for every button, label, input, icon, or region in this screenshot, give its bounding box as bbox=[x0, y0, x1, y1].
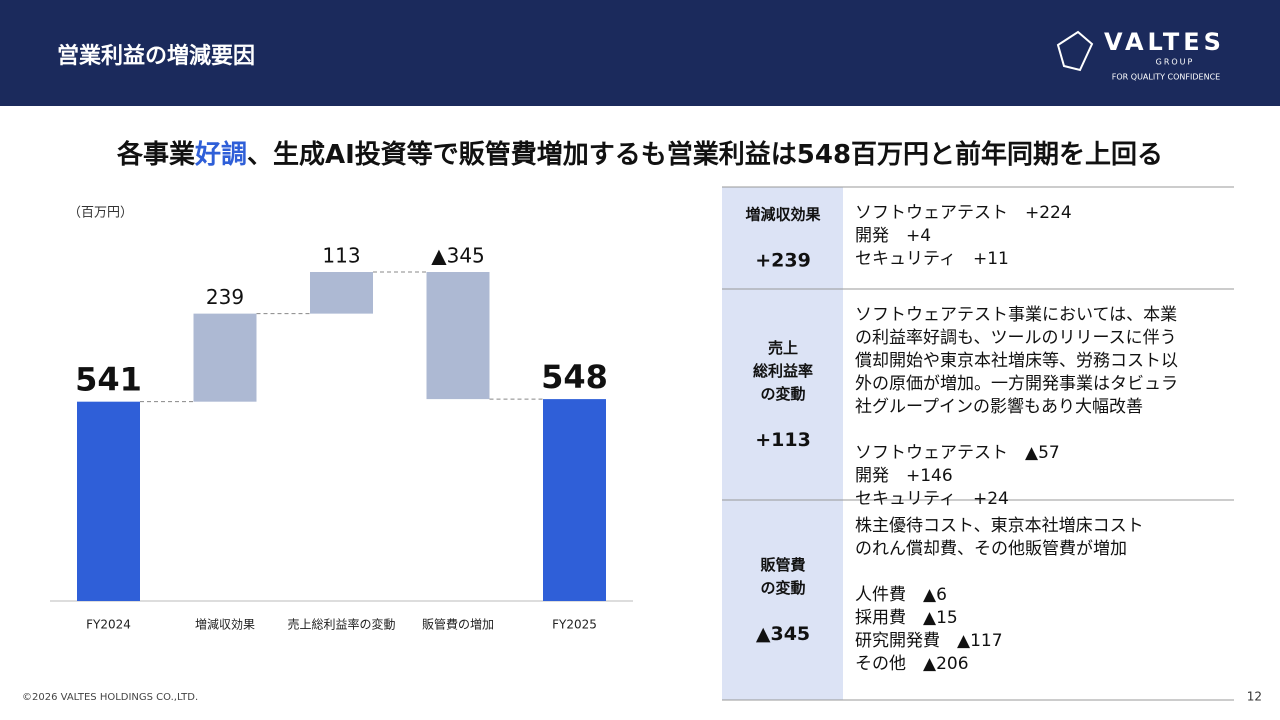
row-label: の変動 bbox=[760, 579, 805, 597]
header-band bbox=[0, 0, 1280, 106]
row-label: 販管費 bbox=[760, 556, 805, 574]
row-detail: 研究開発費 ▲117 bbox=[855, 631, 1003, 651]
data-label: 548 bbox=[541, 358, 608, 396]
row-description: の利益率好調も、ツールのリリースに伴う bbox=[855, 328, 1177, 348]
logo: VALTES GROUP FOR QUALITY CONFIDENCE bbox=[1056, 28, 1225, 82]
copyright: ©2026 VALTES HOLDINGS CO.,LTD. bbox=[22, 692, 198, 703]
row-description: のれん償却費、その他販管費が増加 bbox=[855, 539, 1127, 559]
bar bbox=[426, 272, 490, 400]
headline-part: 、生成AI投資等で販管費増加するも営業利益は548百万円と前年同期を上回る bbox=[247, 139, 1163, 170]
row-detail: ソフトウェアテスト +224 bbox=[855, 203, 1072, 223]
data-label: 113 bbox=[322, 244, 360, 268]
row-label: 売上 bbox=[768, 339, 798, 357]
x-tick-label: FY2024 bbox=[86, 618, 131, 632]
logo-mark bbox=[1056, 30, 1094, 72]
logo-group: GROUP bbox=[1156, 58, 1195, 67]
headline: 各事業好調、生成AI投資等で販管費増加するも営業利益は548百万円と前年同期を上… bbox=[116, 139, 1163, 170]
x-tick-label: FY2025 bbox=[552, 618, 597, 632]
row-detail: ソフトウェアテスト ▲57 bbox=[855, 443, 1060, 463]
headline-emphasis: 好調 bbox=[194, 139, 247, 170]
y-axis-label: （百万円） bbox=[68, 206, 133, 221]
row-detail: 採用費 ▲15 bbox=[855, 608, 958, 628]
row-detail: その他 ▲206 bbox=[855, 654, 969, 674]
logo-tagline: FOR QUALITY CONFIDENCE bbox=[1112, 73, 1220, 82]
logo-name: VALTES bbox=[1104, 28, 1225, 56]
row-detail: 開発 +4 bbox=[855, 226, 931, 246]
row-detail: 開発 +146 bbox=[855, 466, 953, 486]
slide-title: 営業利益の増減要因 bbox=[57, 43, 255, 69]
row-label: 増減収効果 bbox=[745, 206, 821, 224]
row-value: ▲345 bbox=[756, 623, 810, 645]
bar bbox=[193, 313, 257, 402]
page-number: 12 bbox=[1247, 690, 1262, 704]
row-description: 償却開始や東京本社増床等、労務コスト以 bbox=[855, 351, 1178, 371]
bar bbox=[543, 399, 606, 601]
row-description: 株主優待コスト、東京本社増床コスト bbox=[855, 516, 1144, 536]
data-label: 239 bbox=[206, 285, 244, 309]
bar bbox=[77, 401, 140, 601]
row-label: 総利益率 bbox=[753, 362, 813, 380]
x-tick-label: 販管費の増加 bbox=[422, 617, 494, 632]
row-detail: セキュリティ +11 bbox=[855, 249, 1009, 269]
headline-part: 各事業 bbox=[116, 139, 195, 170]
x-tick-label: 売上総利益率の変動 bbox=[287, 617, 395, 632]
x-tick-label: 増減収効果 bbox=[195, 617, 255, 632]
bar bbox=[310, 272, 373, 314]
row-value: +239 bbox=[755, 250, 811, 272]
table-label-column bbox=[722, 187, 843, 700]
row-value: +113 bbox=[755, 429, 811, 451]
row-description: 外の原価が増加。一方開発事業はタビュラ bbox=[855, 374, 1178, 394]
row-detail: 人件費 ▲6 bbox=[855, 585, 947, 605]
data-label: 541 bbox=[75, 361, 142, 399]
row-description: 社グループインの影響もあり大幅改善 bbox=[855, 397, 1143, 417]
row-detail: セキュリティ +24 bbox=[855, 489, 1009, 509]
data-label: ▲345 bbox=[431, 244, 485, 268]
row-label: の変動 bbox=[760, 385, 805, 403]
row-description: ソフトウェアテスト事業においては、本業 bbox=[855, 305, 1177, 325]
